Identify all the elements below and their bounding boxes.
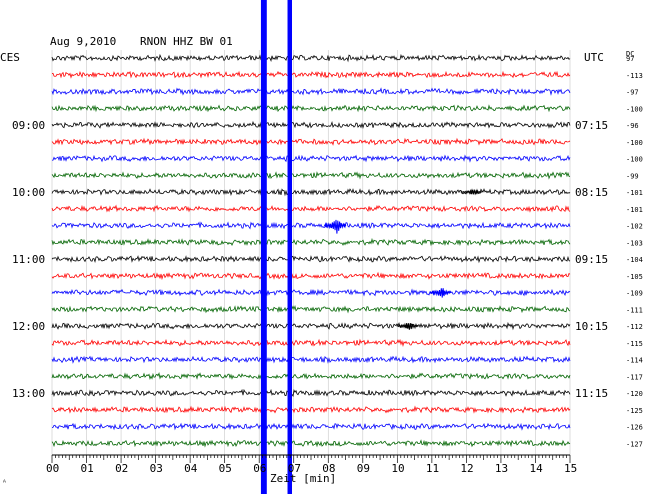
seismic-event [429,288,452,298]
dc-value: -117 [626,373,643,381]
seismic-trace [51,87,571,96]
disturbance-layer [260,0,293,494]
dc-value: -109 [626,290,643,298]
dc-value: -97 [626,89,639,97]
time-label-right: 09:15 [575,253,608,266]
seismic-trace [51,204,571,213]
x-tick-label: 09 [357,462,370,475]
dc-value: -112 [626,323,643,331]
seismic-trace [51,422,571,431]
header-station: RNON HHZ BW 01 [140,35,233,48]
time-label-right: 08:15 [575,186,608,199]
dc-value: 97 [626,55,634,63]
x-tick-label: 01 [81,462,94,475]
x-tick-label: 13 [495,462,508,475]
dc-value: -104 [626,256,643,264]
seismic-trace [51,188,571,197]
seismic-trace [51,338,571,348]
time-label-left: 11:00 [12,253,45,266]
x-tick-label: 03 [150,462,163,475]
x-tick-label: 04 [184,462,198,475]
seismic-trace [51,154,571,163]
dc-value: -113 [626,72,643,80]
time-label-left: 12:00 [12,320,45,333]
disturbance-band [260,0,267,494]
seismic-trace [51,288,571,297]
seismic-trace [51,120,571,129]
x-tick-label: 12 [460,462,473,475]
dc-value: -99 [626,172,639,180]
dc-value: -127 [626,440,643,448]
x-tick-label: 06 [253,462,266,475]
seismic-trace [51,255,571,264]
grid [51,50,571,455]
dc-value: -100 [626,156,643,164]
dc-value: -126 [626,424,643,432]
seismic-trace [51,171,571,180]
dc-value: -96 [626,122,639,130]
seismic-trace [51,271,571,281]
x-axis-label: Zeit [min] [270,472,336,485]
time-label-right: 11:15 [575,387,608,400]
dc-label: DC [626,50,634,58]
seismic-trace [51,405,571,414]
seismic-trace [51,439,571,448]
dc-value: -100 [626,105,643,113]
dc-value: -125 [626,407,643,415]
time-label-right: 10:15 [575,320,608,333]
x-tick-label: 10 [391,462,404,475]
dc-value: -103 [626,239,643,247]
x-tick-label: 14 [529,462,543,475]
seismic-event [396,322,419,330]
seismic-trace [51,371,571,381]
seismic-trace [51,70,571,79]
time-label-left: 13:00 [12,387,45,400]
x-tick-label: 00 [46,462,59,475]
x-tick-label: 11 [426,462,439,475]
footer-mark: ᴬ [2,478,7,487]
time-label-left: 10:00 [12,186,45,199]
seismic-trace [51,355,571,364]
dc-value: -100 [626,139,643,147]
dc-value: -102 [626,223,643,231]
x-tick-label: 07 [288,462,301,475]
dc-value: -105 [626,273,643,281]
x-tick-label: 08 [322,462,335,475]
seismic-trace [51,137,571,146]
x-axis: 00 01 02 03 04 05 06 07 08 09 10 11 12 13 14 15 [46,454,577,475]
time-label-right: 07:15 [575,119,608,132]
right-zone-label: UTC [584,51,604,64]
seismic-trace [51,388,571,398]
x-tick-label: 15 [564,462,577,475]
seismic-trace [51,305,571,314]
dc-value: -115 [626,340,643,348]
seismic-trace [51,53,571,63]
disturbance-band [287,0,293,494]
seismic-trace [51,221,571,230]
seismic-trace [51,321,571,331]
dc-value: -120 [626,390,643,398]
trace-area [51,53,571,448]
dc-value: -114 [626,357,643,365]
trace-labels: 97 -113 -97 -100 -96 09:00 07:15 -100 -100 -99 -10… [12,55,643,448]
dc-value: -101 [626,189,643,197]
seismic-trace [51,104,571,113]
x-tick-label: 05 [219,462,232,475]
header-date: Aug 9,2010 [50,35,116,48]
dc-value: -111 [626,306,643,314]
seismic-event [460,189,483,196]
time-label-left: 09:00 [12,119,45,132]
left-zone-label: CES [0,51,20,64]
dc-value: -101 [626,206,643,214]
x-tick-label: 02 [115,462,128,475]
seismic-event [323,219,347,234]
seismic-trace [51,237,571,247]
